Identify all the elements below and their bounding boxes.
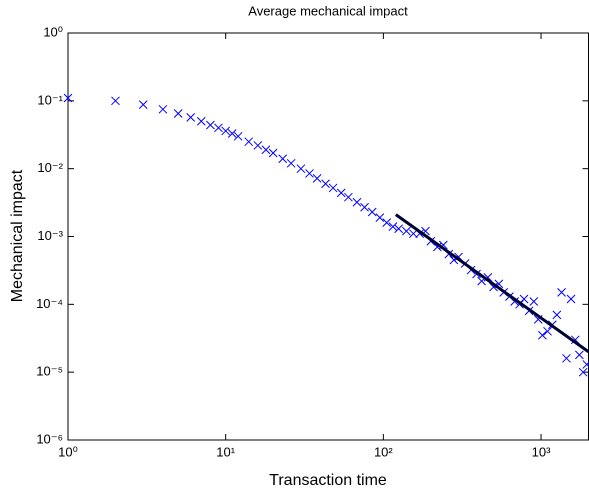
data-point: [367, 207, 377, 217]
data-point: [296, 164, 306, 174]
data-point: [336, 188, 346, 198]
data-point: [312, 173, 322, 183]
data-point: [557, 288, 566, 297]
data-point: [388, 222, 398, 231]
x-tick-label: 10¹: [216, 444, 235, 459]
data-point: [278, 154, 288, 164]
data-point: [221, 126, 231, 136]
data-point: [321, 179, 330, 189]
data-point: [206, 120, 215, 130]
data-point: [566, 294, 576, 304]
x-tick-label: 10²: [374, 444, 393, 459]
data-point: [233, 131, 243, 141]
y-tick-label: 10⁻²: [37, 160, 63, 175]
data-point: [552, 310, 562, 320]
x-tick-label: 10³: [532, 444, 551, 459]
data-point: [111, 96, 120, 106]
data-point: [138, 100, 148, 109]
data-point: [227, 129, 237, 138]
data-point: [578, 367, 588, 377]
data-point: [529, 297, 539, 306]
data-point: [519, 294, 529, 304]
data-point: [196, 116, 206, 126]
x-axis-title: Transaction time: [269, 472, 387, 489]
data-point: [186, 113, 196, 122]
data-point: [286, 158, 296, 168]
data-point: [253, 141, 263, 150]
y-tick-label: 10⁻⁴: [36, 296, 63, 311]
chart-title: Average mechanical impact: [248, 3, 408, 18]
data-point: [352, 197, 362, 207]
data-point: [344, 192, 353, 202]
data-point: [63, 93, 73, 103]
data-point: [375, 213, 385, 222]
y-tick-label: 10⁻⁶: [36, 431, 63, 446]
y-tick-label: 10⁻³: [37, 228, 63, 243]
y-axis-title: Mechanical impact: [9, 169, 26, 302]
data-point: [538, 330, 547, 340]
data-point: [402, 226, 411, 236]
data-point: [582, 360, 589, 369]
data-point: [214, 123, 223, 133]
data-point: [268, 148, 278, 158]
y-tick-label: 10⁻⁵: [36, 364, 63, 379]
data-point: [158, 104, 168, 114]
data-point: [360, 202, 369, 212]
data-point: [409, 229, 418, 239]
data-point: [305, 169, 314, 178]
data-point: [543, 326, 552, 336]
data-point: [382, 218, 392, 228]
y-tick-label: 10⁻¹: [37, 92, 63, 107]
y-tick-label: 10⁰: [43, 24, 63, 39]
data-point: [173, 109, 183, 118]
data-point: [261, 145, 271, 155]
data-point: [328, 183, 338, 193]
data-point: [394, 224, 403, 234]
data-point: [562, 353, 571, 363]
data-point: [575, 350, 584, 360]
x-tick-label: 10⁰: [58, 444, 78, 459]
fit-line: [394, 213, 589, 353]
data-point: [244, 137, 254, 147]
